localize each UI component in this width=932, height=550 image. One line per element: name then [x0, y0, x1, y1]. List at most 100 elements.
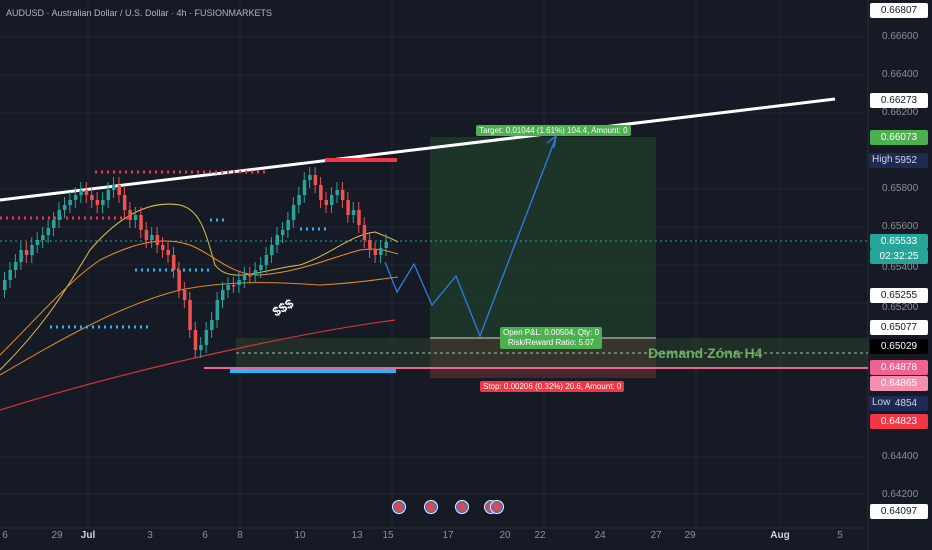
price-tick: 0.65800 [882, 183, 919, 194]
price-label[interactable]: 0.64878 [870, 360, 928, 375]
candle-body [199, 345, 203, 350]
price-tick: 0.65200 [882, 302, 919, 313]
candle-body [68, 200, 72, 205]
price-tick: 0.66600 [882, 31, 919, 42]
price-label[interactable]: 0.66073 [870, 130, 928, 145]
candle-body [101, 200, 105, 205]
time-tick: 13 [351, 530, 363, 541]
time-tick: 8 [237, 530, 243, 541]
chart-title: AUDUSD · Australian Dollar / U.S. Dollar… [6, 8, 273, 18]
candle-body [253, 270, 258, 275]
candle-body [122, 195, 127, 210]
time-tick: 20 [499, 530, 511, 541]
price-label[interactable]: 0.64097 [870, 504, 928, 519]
price-label[interactable]: 0.64865 [870, 376, 928, 391]
candle-body [73, 195, 78, 200]
candle-body [188, 300, 192, 330]
candle-body [182, 290, 187, 300]
candle-body [95, 200, 100, 205]
candle-body [128, 210, 132, 220]
candle-body [35, 240, 40, 245]
us-flag-icon[interactable] [424, 500, 438, 514]
stop-label[interactable]: Stop: 0.00206 (0.32%) 20.6, Amount: 0 [480, 381, 625, 392]
candle-body [8, 270, 12, 280]
demand-zone-label: Demand Zóna H4 [648, 345, 763, 361]
price-label[interactable]: 0.65255 [870, 288, 928, 303]
us-flag-icon[interactable] [392, 500, 406, 514]
candle-body [319, 185, 323, 200]
candle-body [335, 190, 339, 195]
price-tick: 0.64400 [882, 451, 919, 462]
price-tick: 0.64200 [882, 489, 919, 500]
candle-body [308, 175, 312, 180]
candle-body [171, 255, 176, 270]
price-tick: 0.66400 [882, 69, 919, 80]
candle-body [210, 320, 214, 330]
open-pl-text: Open P&L: 0.00504, Qty: 0 [503, 328, 600, 337]
candle-body [264, 255, 269, 265]
candle-body [30, 245, 34, 255]
open-pl-label[interactable]: Open P&L: 0.00504, Qty: 0 Risk/Reward Ra… [500, 327, 603, 349]
candle-body [286, 220, 290, 230]
candle-body [242, 275, 247, 280]
candle-body [139, 215, 143, 230]
ma-200 [0, 319, 396, 411]
price-label[interactable]: 0.66807 [870, 3, 928, 18]
time-tick: 27 [650, 530, 662, 541]
price-label[interactable]: 0.64823 [870, 414, 928, 429]
price-label[interactable]: 0.65533 [870, 234, 928, 249]
candle-body [379, 248, 383, 255]
candle-body [144, 230, 149, 240]
candle-body [259, 265, 263, 270]
candle-body [231, 285, 236, 287]
candle-body [346, 200, 350, 215]
candle-body [340, 190, 345, 200]
candle-body [297, 195, 301, 205]
price-label[interactable]: 0.65029 [870, 339, 928, 354]
price-tick: 0.65600 [882, 221, 919, 232]
price-tick: 0.66200 [882, 107, 919, 118]
trend-line[interactable] [0, 97, 836, 202]
us-flag-icon[interactable] [490, 500, 504, 514]
candle-body [13, 262, 18, 270]
candle-body [41, 235, 45, 240]
candle-body [362, 225, 367, 240]
rr-text: Risk/Reward Ratio: 5.07 [507, 338, 595, 347]
time-tick: 29 [684, 530, 696, 541]
target-zone[interactable] [430, 137, 656, 338]
candle-body [373, 250, 378, 255]
ma-slow [0, 276, 399, 376]
candle-body [313, 175, 318, 185]
candle-body [90, 195, 94, 200]
candle-body [79, 190, 83, 195]
time-tick: 24 [594, 530, 606, 541]
candle-body [19, 250, 23, 262]
candle-body [106, 190, 111, 200]
price-label[interactable]: 0.66273 [870, 93, 928, 108]
target-label[interactable]: Target: 0.01044 (1.61%) 104.4, Amount: 0 [476, 125, 631, 136]
candles [3, 167, 388, 358]
price-label[interactable]: 0.65077 [870, 320, 928, 335]
time-tick: Jul [80, 530, 96, 541]
projection-path[interactable] [384, 136, 557, 338]
ma-fast [0, 203, 399, 371]
candle-body [275, 235, 279, 245]
candle-body [150, 235, 154, 240]
time-tick: 22 [534, 530, 546, 541]
candle-body [237, 280, 241, 285]
candle-body [52, 220, 56, 228]
us-flag-icon[interactable] [455, 500, 469, 514]
candle-body [291, 205, 296, 220]
candle-body [133, 215, 138, 220]
time-tick: 5 [837, 530, 843, 541]
time-tick: 29 [51, 530, 63, 541]
candle-body [330, 195, 334, 205]
candle-body [204, 330, 209, 345]
time-tick: 3 [147, 530, 153, 541]
price-tick: 0.65400 [882, 262, 919, 273]
candle-body [161, 245, 165, 250]
candle-body [357, 210, 361, 225]
candle-body [24, 250, 29, 255]
price-label[interactable]: 02:32:25 [870, 249, 928, 264]
